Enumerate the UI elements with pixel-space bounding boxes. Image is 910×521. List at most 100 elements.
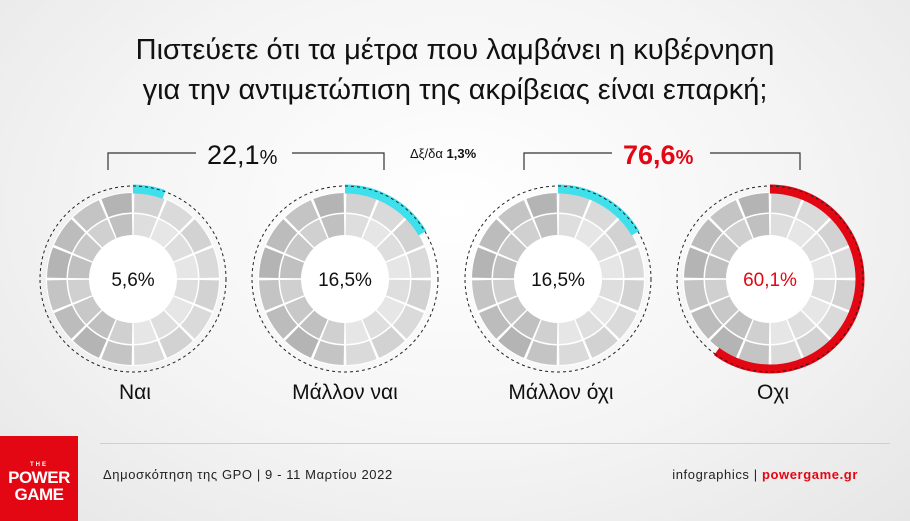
donut-seg-inner-0-7 — [133, 319, 157, 344]
donut-seg-inner-1-3 — [385, 255, 410, 279]
footer-credit: infographics | powergame.gr — [672, 467, 858, 482]
donut-seg-outer-2-7 — [559, 340, 590, 365]
donut-seg-outer-2-5 — [605, 305, 637, 339]
donut-seg-inner-2-14 — [512, 219, 541, 248]
footer-credit-prefix: infographics | — [672, 467, 762, 482]
logo-line-1: POWER — [8, 468, 70, 487]
donut-seg-outer-0-8 — [101, 340, 132, 365]
donut-seg-outer-0-2 — [180, 219, 212, 253]
donut-value-label-2: 16,5% — [531, 270, 585, 291]
donut-seg-inner-3-12 — [705, 255, 730, 279]
title-line-1: Πιστεύετε ότι τα μέτρα που λαμβάνει η κυ… — [135, 34, 775, 66]
donut-0: 5,6% — [39, 184, 227, 373]
donut-seg-outer-1-8 — [313, 340, 344, 365]
donut-seg-outer-3-8 — [738, 340, 769, 365]
title-line-2: για την αντιμετώπιση της ακρίβειας είναι… — [142, 74, 768, 106]
donut-value-arc-2 — [557, 184, 640, 236]
donut-seg-inner-3-1 — [787, 219, 816, 248]
donut-hole-0 — [90, 236, 176, 322]
donut-seg-outer-1-11 — [259, 280, 284, 311]
dont-know-label: Δξ/δα 1,3% — [410, 146, 476, 161]
donut-seg-outer-2-3 — [619, 247, 644, 278]
donut-seg-outer-0-15 — [101, 193, 132, 218]
donut-seg-inner-0-15 — [109, 214, 133, 239]
donut-seg-inner-3-2 — [801, 233, 830, 262]
donut-seg-inner-0-4 — [173, 279, 198, 303]
donut-dash-ring-2 — [464, 185, 652, 373]
donut-seg-outer-3-13 — [691, 219, 723, 253]
donut-hole-2 — [515, 236, 601, 322]
donut-seg-inner-1-5 — [376, 296, 405, 325]
group-label-no: 76,6% — [623, 140, 693, 173]
donut-seg-outer-3-6 — [796, 326, 830, 358]
donut-seg-outer-2-0 — [559, 193, 590, 218]
donut-seg-outer-2-8 — [526, 340, 557, 365]
donut-seg-outer-2-14 — [498, 200, 532, 232]
donut-value-arc-0 — [132, 184, 166, 199]
donut-value-arc-1 — [344, 184, 427, 236]
donut-seg-inner-0-0 — [133, 214, 157, 239]
donut-seg-inner-0-11 — [68, 279, 93, 303]
donut-seg-inner-0-1 — [150, 219, 179, 248]
donut-seg-inner-1-15 — [321, 214, 345, 239]
category-label-1: Μάλλον ναι — [292, 381, 398, 404]
donut-seg-outer-1-3 — [406, 247, 431, 278]
donut-seg-inner-2-11 — [493, 279, 518, 303]
donut-seg-inner-1-10 — [285, 296, 314, 325]
donut-seg-inner-0-6 — [150, 310, 179, 339]
donut-seg-outer-2-13 — [479, 219, 511, 253]
donut-seg-inner-3-13 — [710, 233, 739, 262]
donut-seg-outer-1-1 — [371, 200, 405, 232]
donut-seg-outer-3-14 — [710, 200, 744, 232]
donut-seg-inner-2-4 — [598, 279, 623, 303]
donut-seg-outer-3-11 — [684, 280, 709, 311]
donut-seg-inner-2-13 — [498, 233, 527, 262]
donut-seg-inner-3-5 — [801, 296, 830, 325]
donut-seg-outer-1-13 — [266, 219, 298, 253]
donut-seg-inner-0-13 — [73, 233, 102, 262]
group-yes-unit: % — [259, 147, 278, 169]
donut-seg-outer-0-3 — [194, 247, 219, 278]
donut-seg-outer-0-1 — [159, 200, 193, 232]
group-no-unit: % — [675, 147, 694, 169]
donut-seg-inner-2-15 — [534, 214, 558, 239]
donut-seg-outer-1-5 — [392, 305, 424, 339]
logo-line-0: THE — [30, 462, 48, 468]
donut-seg-inner-3-9 — [724, 310, 753, 339]
donut-dash-ring-1 — [251, 185, 439, 373]
donuts-layer: 5,6% 16,5% 16,5% 60,1% — [39, 184, 865, 374]
donut-seg-inner-0-10 — [73, 296, 102, 325]
donut-seg-outer-0-9 — [73, 326, 107, 358]
donut-seg-outer-3-15 — [738, 193, 769, 218]
donut-seg-outer-1-15 — [313, 193, 344, 218]
donut-seg-inner-3-7 — [770, 319, 794, 344]
dont-know-text: Δξ/δα — [410, 146, 443, 161]
donut-seg-inner-0-3 — [173, 255, 198, 279]
category-label-2: Μάλλον όχι — [508, 381, 614, 404]
donut-seg-outer-3-4 — [831, 280, 856, 311]
donut-seg-inner-0-12 — [68, 255, 93, 279]
donut-seg-inner-1-0 — [345, 214, 369, 239]
donut-seg-inner-1-11 — [280, 279, 305, 303]
donut-seg-inner-1-8 — [321, 319, 345, 344]
donut-seg-outer-3-7 — [771, 340, 802, 365]
footer-site-link[interactable]: powergame.gr — [761, 467, 858, 482]
donut-seg-outer-0-13 — [54, 219, 86, 253]
donut-seg-inner-0-8 — [109, 319, 133, 344]
donut-seg-outer-3-1 — [796, 200, 830, 232]
donut-seg-inner-1-4 — [385, 279, 410, 303]
donut-hole-1 — [302, 236, 388, 322]
donut-seg-inner-1-1 — [362, 219, 391, 248]
donut-seg-outer-3-5 — [817, 305, 849, 339]
group-no-value: 76,6 — [623, 140, 676, 170]
category-label-0: Ναι — [119, 381, 151, 404]
donut-seg-inner-1-2 — [376, 233, 405, 262]
donut-arc-dash-2 — [557, 185, 639, 232]
donut-seg-inner-2-10 — [498, 296, 527, 325]
donut-seg-inner-0-2 — [164, 233, 193, 262]
donut-seg-inner-3-6 — [787, 310, 816, 339]
donut-seg-inner-1-14 — [299, 219, 328, 248]
donut-seg-inner-3-0 — [770, 214, 794, 239]
chart-title: Πιστεύετε ότι τα μέτρα που λαμβάνει η κυ… — [0, 30, 910, 110]
